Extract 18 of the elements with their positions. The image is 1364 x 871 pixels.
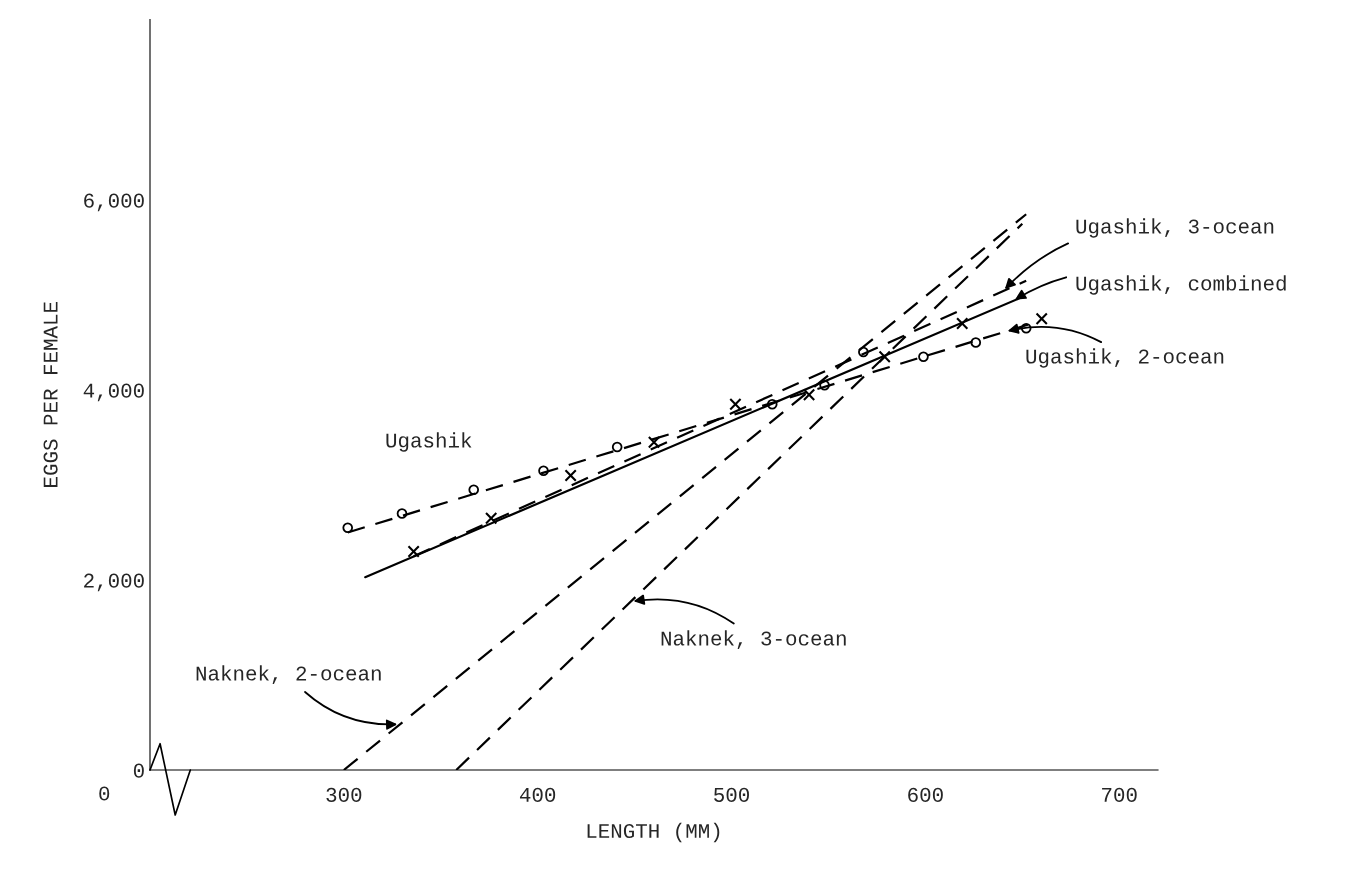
annotation: Ugashik, 2-ocean [1026,348,1224,368]
x-axis-title: LENGTH (MM) [587,822,720,843]
x-tick-label: 700 [1102,787,1137,802]
x-tick-label: 500 [714,787,750,802]
x-tick-label: 400 [519,787,556,802]
annotation: Ugashik, 3-ocean [1076,218,1274,238]
annotation: Naknek, 3-ocean [661,630,846,650]
y-tick-label: 0 [133,763,144,778]
y-tick-label: 2,000 [84,573,144,592]
annotation: Ugashik [386,432,472,452]
annotation: Naknek, 2-ocean [196,665,381,685]
x-tick-label: 300 [326,787,362,802]
y-tick-label: 4,000 [83,383,144,402]
y-axis-title: EGGS PER FEMALE [43,302,58,487]
annotation: Ugashik, combined [1076,275,1286,295]
x-tick-label: 600 [908,787,943,802]
y-tick-label: 6,000 [84,193,144,212]
text: 0 [99,786,110,801]
